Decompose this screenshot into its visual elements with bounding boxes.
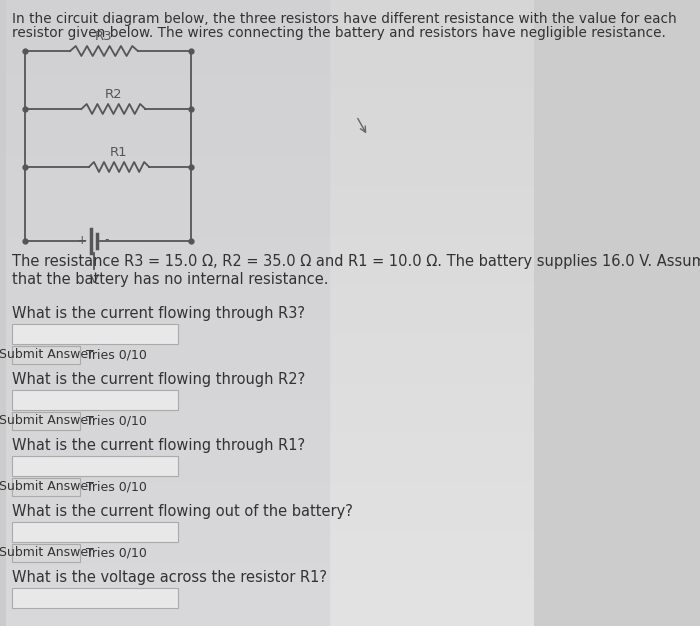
Text: Submit Answer: Submit Answer [0, 546, 93, 560]
Text: that the battery has no internal resistance.: that the battery has no internal resista… [12, 272, 328, 287]
Text: In the circuit diagram below, the three resistors have different resistance with: In the circuit diagram below, the three … [12, 12, 677, 26]
Text: R3: R3 [95, 30, 113, 43]
Text: Tries 0/10: Tries 0/10 [86, 349, 147, 361]
Text: R2: R2 [104, 88, 122, 101]
Bar [12, 324, 178, 344]
Text: resistor given below. The wires connecting the battery and resistors have neglig: resistor given below. The wires connecti… [12, 26, 666, 40]
Text: Tries 0/10: Tries 0/10 [86, 546, 147, 560]
Text: Submit Answer: Submit Answer [0, 414, 93, 428]
Text: -: - [104, 233, 108, 247]
Text: What is the current flowing through R2?: What is the current flowing through R2? [12, 372, 305, 387]
Text: What is the current flowing out of the battery?: What is the current flowing out of the b… [12, 504, 353, 519]
Bar [12, 522, 178, 542]
Bar [12, 456, 178, 476]
Text: What is the current flowing through R1?: What is the current flowing through R1? [12, 438, 305, 453]
Text: R1: R1 [110, 146, 128, 159]
Bar [12, 346, 80, 364]
Bar [12, 390, 178, 410]
Bar [12, 412, 80, 430]
Text: V: V [90, 273, 99, 286]
Text: Submit Answer: Submit Answer [0, 481, 93, 493]
Text: +: + [77, 233, 88, 247]
Text: What is the current flowing through R3?: What is the current flowing through R3? [12, 306, 305, 321]
Text: What is the voltage across the resistor R1?: What is the voltage across the resistor … [12, 570, 327, 585]
Bar [12, 478, 80, 496]
Text: Tries 0/10: Tries 0/10 [86, 481, 147, 493]
Text: Submit Answer: Submit Answer [0, 349, 93, 361]
Text: Tries 0/10: Tries 0/10 [86, 414, 147, 428]
Text: The resistance R3 = 15.0 Ω, R2 = 35.0 Ω and R1 = 10.0 Ω. The battery supplies 16: The resistance R3 = 15.0 Ω, R2 = 35.0 Ω … [12, 254, 700, 269]
Bar [12, 588, 178, 608]
Bar [12, 544, 80, 562]
